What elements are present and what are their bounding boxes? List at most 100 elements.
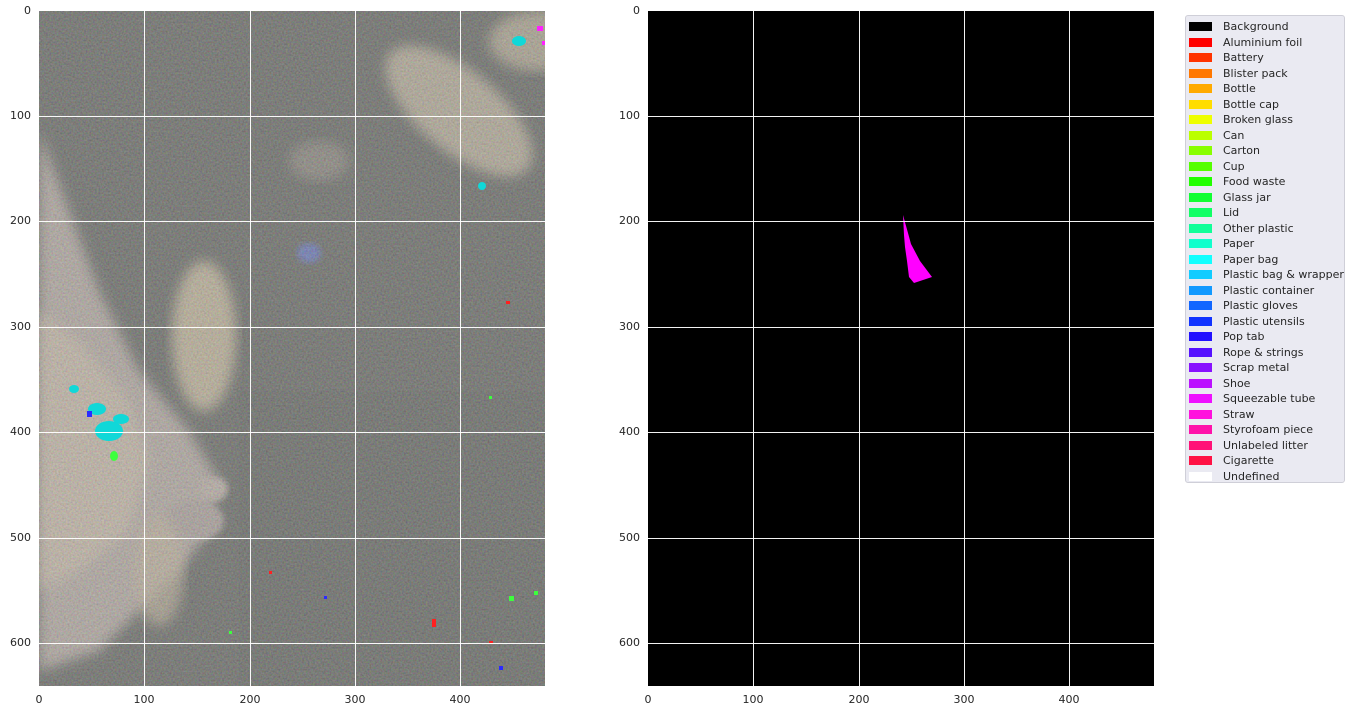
legend-item: Carton [1189, 143, 1260, 158]
left-y-tick: 600 [10, 636, 31, 649]
legend-item: Battery [1189, 50, 1264, 65]
legend-label: Aluminium foil [1223, 35, 1303, 49]
legend-item: Other plastic [1189, 221, 1294, 236]
right-x-tick: 300 [953, 693, 975, 706]
mask-image [903, 215, 932, 283]
right-y-tick: 200 [619, 214, 640, 227]
left-y-tick: 0 [24, 4, 31, 17]
legend-item: Bottle cap [1189, 97, 1279, 112]
right-gridline-x-200 [859, 11, 860, 686]
legend-swatch [1189, 301, 1212, 310]
right-mask-panel [648, 11, 1154, 686]
legend-item: Lid [1189, 205, 1239, 220]
left-photo-panel [39, 11, 545, 686]
legend-item: Plastic container [1189, 283, 1314, 298]
legend-swatch [1189, 378, 1212, 388]
legend-swatch [1189, 456, 1212, 465]
legend-label: Other plastic [1223, 221, 1294, 235]
right-x-tick: 400 [1058, 693, 1080, 706]
legend-label: Straw [1223, 407, 1255, 421]
left-gridline-x-100 [144, 11, 145, 686]
left-x-tick: 300 [344, 693, 366, 706]
legend-swatch [1189, 115, 1212, 124]
legend-swatch [1189, 130, 1212, 140]
legend-label: Lid [1223, 206, 1240, 219]
left-gridline-y-100 [39, 116, 545, 117]
right-gridline-y-300 [648, 327, 1154, 328]
legend-label: Carton [1223, 144, 1260, 157]
left-x-tick: 400 [449, 693, 471, 706]
legend-swatch [1189, 177, 1212, 186]
legend-swatch [1189, 146, 1212, 155]
legend-label: Paper [1223, 237, 1255, 250]
right-y-tick: 500 [619, 531, 640, 544]
left-x-tick: 200 [239, 693, 261, 706]
left-gridline-y-200 [39, 221, 545, 222]
right-gridline-y-100 [648, 116, 1154, 117]
right-y-tick: 100 [619, 109, 640, 122]
right-y-tick: 400 [619, 425, 640, 438]
left-y-tick: 500 [10, 531, 31, 544]
right-gridline-x-100 [753, 11, 754, 686]
legend-item: Scrap metal [1189, 360, 1289, 375]
legend-item: Pop tab [1189, 329, 1265, 344]
legend-item: Plastic utensils [1189, 314, 1305, 329]
legend-swatch [1189, 440, 1212, 450]
legend-swatch [1189, 239, 1212, 248]
left-gridline-x-400 [460, 11, 461, 686]
legend-item: Paper [1189, 236, 1254, 251]
legend-swatch [1189, 53, 1212, 62]
legend-swatch [1189, 37, 1212, 47]
legend-item: Shoe [1189, 376, 1250, 391]
right-gridline-y-200 [648, 221, 1154, 222]
legend-swatch [1189, 270, 1212, 279]
right-x-tick: 200 [848, 693, 870, 706]
legend-swatch [1189, 363, 1212, 372]
right-gridline-x-300 [964, 11, 965, 686]
legend-swatch [1189, 285, 1212, 295]
left-y-tick: 200 [10, 214, 31, 227]
legend-label: Battery [1223, 51, 1264, 64]
legend-label: Pop tab [1223, 330, 1265, 343]
legend-label: Blister pack [1223, 66, 1288, 80]
legend-item: Unlabeled litter [1189, 438, 1308, 453]
legend-label: Plastic container [1223, 283, 1315, 297]
legend-item: Straw [1189, 407, 1255, 422]
legend-item: Can [1189, 128, 1244, 143]
right-gridline-y-600 [648, 643, 1154, 644]
legend-item: Paper bag [1189, 252, 1278, 267]
left-gridline-x-300 [355, 11, 356, 686]
legend-item: Background [1189, 19, 1289, 34]
legend-swatch [1189, 22, 1212, 31]
legend-item: Aluminium foil [1189, 35, 1302, 50]
legend-label: Plastic bag & wrapper [1223, 268, 1344, 281]
legend-item: Rope & strings [1189, 345, 1304, 360]
right-y-tick: 600 [619, 636, 640, 649]
legend-label: Styrofoam piece [1223, 423, 1313, 436]
legend-label: Cup [1223, 159, 1245, 173]
legend-label: Background [1223, 20, 1289, 33]
left-y-tick: 300 [10, 320, 31, 333]
legend-label: Cigarette [1223, 454, 1274, 467]
legend-item: Plastic bag & wrapper [1189, 267, 1344, 282]
legend-label: Scrap metal [1223, 361, 1290, 374]
legend-item: Blister pack [1189, 66, 1288, 81]
legend-swatch [1189, 316, 1212, 326]
legend-swatch [1189, 409, 1212, 419]
legend-item: Bottle [1189, 81, 1256, 96]
legend-label: Plastic utensils [1223, 314, 1305, 328]
right-y-tick: 300 [619, 320, 640, 333]
legend-label: Bottle [1223, 82, 1256, 95]
left-y-tick: 100 [10, 109, 31, 122]
left-gridline-y-300 [39, 327, 545, 328]
legend-item: Cigarette [1189, 453, 1274, 468]
left-x-tick: 100 [133, 693, 155, 706]
legend-swatch [1189, 161, 1212, 171]
legend-label: Bottle cap [1223, 97, 1279, 111]
left-gridline-x-200 [250, 11, 251, 686]
legend-swatch [1189, 471, 1212, 481]
legend-label: Plastic gloves [1223, 299, 1298, 312]
legend-item: Glass jar [1189, 190, 1271, 205]
legend-label: Broken glass [1223, 113, 1294, 126]
right-x-tick: 100 [742, 693, 764, 706]
